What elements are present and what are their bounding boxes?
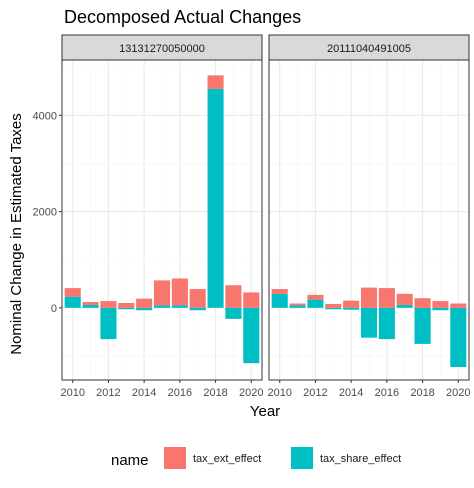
- legend-key-tax-share-effect: [291, 447, 313, 469]
- bar-tax-share-effect-2011: [289, 305, 306, 308]
- bar-tax-ext-effect-2017: [396, 293, 413, 305]
- y-tick-label: 2000: [33, 207, 57, 219]
- facet-strip-label-2: 20111040491005: [327, 43, 411, 55]
- bar-tax-share-effect-2015: [360, 307, 378, 338]
- bar-tax-share-effect-2015: [153, 305, 171, 308]
- facet-strip-1: [61, 34, 263, 61]
- bar-tax-share-effect-2012: [307, 299, 324, 308]
- bar-tax-share-effect-2018: [207, 88, 224, 308]
- legend-label-tax-ext-effect: tax_ext_effect: [193, 453, 261, 465]
- x-tick-label: 2014: [132, 387, 156, 399]
- x-tick-label: 2018: [410, 387, 434, 399]
- x-tick-label: 2010: [267, 387, 291, 399]
- y-tick-label: 4000: [33, 110, 57, 122]
- x-tick-label: 2014: [339, 387, 363, 399]
- bar-tax-ext-effect-2012: [100, 301, 117, 308]
- bar-tax-ext-effect-2014: [343, 300, 360, 308]
- bar-tax-share-effect-2013: [118, 307, 135, 310]
- bar-tax-ext-effect-2015: [360, 287, 378, 308]
- bar-tax-ext-effect-2018: [207, 75, 224, 89]
- x-axis-title: Year: [250, 403, 280, 420]
- bar-tax-ext-effect-2015: [153, 280, 171, 306]
- bar-tax-share-effect-2020: [243, 307, 260, 364]
- x-tick-label: 2020: [446, 387, 470, 399]
- x-tick-label: 2018: [203, 387, 227, 399]
- bar-tax-share-effect-2019: [432, 307, 449, 311]
- panel-border-2: [268, 59, 470, 381]
- legend-key-tax-ext-effect: [164, 447, 186, 469]
- bar-tax-ext-effect-2012: [307, 294, 324, 300]
- bar-tax-share-effect-2012: [100, 307, 117, 340]
- y-tick-label: 0: [51, 303, 57, 315]
- bar-tax-share-effect-2020: [450, 307, 467, 368]
- bar-tax-share-effect-2017: [189, 307, 206, 311]
- x-tick-label: 2020: [239, 387, 263, 399]
- chart-title: Decomposed Actual Changes: [64, 7, 301, 27]
- x-tick-label: 2016: [168, 387, 192, 399]
- bar-tax-share-effect-2017: [396, 304, 413, 308]
- facet-strip-label-1: 13131270050000: [119, 43, 205, 55]
- bar-tax-ext-effect-2019: [225, 285, 242, 308]
- bar-tax-ext-effect-2011: [289, 303, 306, 306]
- x-tick-label: 2012: [303, 387, 327, 399]
- bar-tax-ext-effect-2016: [171, 278, 188, 306]
- legend-title: name: [111, 452, 149, 469]
- facet-panel-1: 13131270050000 2010 2012 2014 2016 2018 2020: [60, 34, 264, 399]
- bar-tax-ext-effect-2020: [243, 292, 260, 308]
- bar-tax-ext-effect-2013: [118, 303, 135, 308]
- bar-tax-ext-effect-2020: [450, 303, 467, 308]
- bar-tax-share-effect-2019: [225, 307, 242, 319]
- legend-label-tax-share-effect: tax_share_effect: [320, 453, 401, 465]
- bar-tax-share-effect-2014: [136, 307, 153, 311]
- bar-tax-share-effect-2014: [343, 307, 360, 310]
- bar-tax-share-effect-2013: [325, 307, 342, 310]
- bar-tax-ext-effect-2010: [271, 289, 288, 294]
- legend: name tax_ext_effect tax_share_effect: [111, 447, 401, 469]
- bar-tax-ext-effect-2011: [82, 302, 99, 305]
- bar-tax-share-effect-2016: [171, 305, 188, 308]
- facet-panel-2: 20111040491005 2010 2012 2014 2016 2018 2020: [267, 34, 471, 399]
- panel-border-1: [61, 59, 263, 381]
- bar-tax-ext-effect-2010: [64, 288, 81, 297]
- bar-tax-ext-effect-2014: [136, 298, 153, 308]
- bar-tax-ext-effect-2019: [432, 301, 449, 308]
- y-axis-title: Nominal Change in Estimated Taxes: [8, 113, 25, 355]
- bar-tax-share-effect-2010: [271, 293, 288, 308]
- bar-tax-ext-effect-2013: [325, 303, 342, 308]
- bar-tax-share-effect-2010: [64, 296, 81, 308]
- bar-tax-ext-effect-2017: [189, 289, 206, 308]
- x-tick-label: 2016: [375, 387, 399, 399]
- bar-tax-ext-effect-2018: [414, 298, 431, 308]
- bar-tax-share-effect-2016: [378, 307, 395, 340]
- bar-tax-share-effect-2018: [414, 307, 431, 344]
- x-tick-label: 2012: [96, 387, 120, 399]
- bar-tax-ext-effect-2016: [378, 288, 395, 308]
- y-axis-ticks: 0 2000 4000: [33, 110, 62, 315]
- x-tick-label: 2010: [60, 387, 84, 399]
- bar-tax-share-effect-2011: [82, 304, 99, 308]
